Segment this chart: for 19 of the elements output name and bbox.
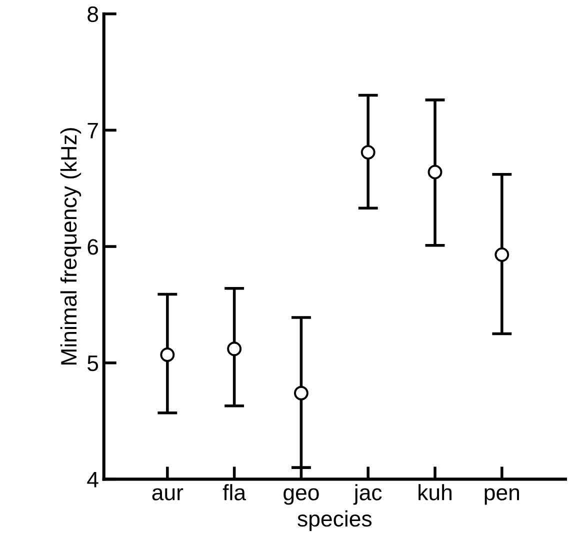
- y-tick-label: 4: [87, 472, 98, 488]
- point: [227, 342, 242, 356]
- x-tick-label: pen: [484, 488, 520, 505]
- y-axis-title: Minimal frequency (kHz): [60, 128, 82, 364]
- point: [494, 247, 510, 262]
- y-tick-label: 6: [88, 239, 98, 255]
- point: [360, 145, 376, 160]
- x-tick-label: fla: [222, 484, 246, 500]
- point: [160, 348, 175, 362]
- y-tick-label: 7: [88, 122, 98, 138]
- x-tick-label: kuh: [418, 484, 452, 500]
- x-tick-label: aur: [152, 488, 184, 500]
- x-axis-title: species: [298, 510, 372, 532]
- point: [428, 164, 442, 180]
- point: [294, 386, 308, 400]
- y-tick-label: 5: [88, 356, 98, 372]
- y-tick-label: 8: [88, 6, 98, 22]
- x-tick-label: geo: [284, 488, 319, 505]
- x-tick-label: jac: [353, 484, 382, 505]
